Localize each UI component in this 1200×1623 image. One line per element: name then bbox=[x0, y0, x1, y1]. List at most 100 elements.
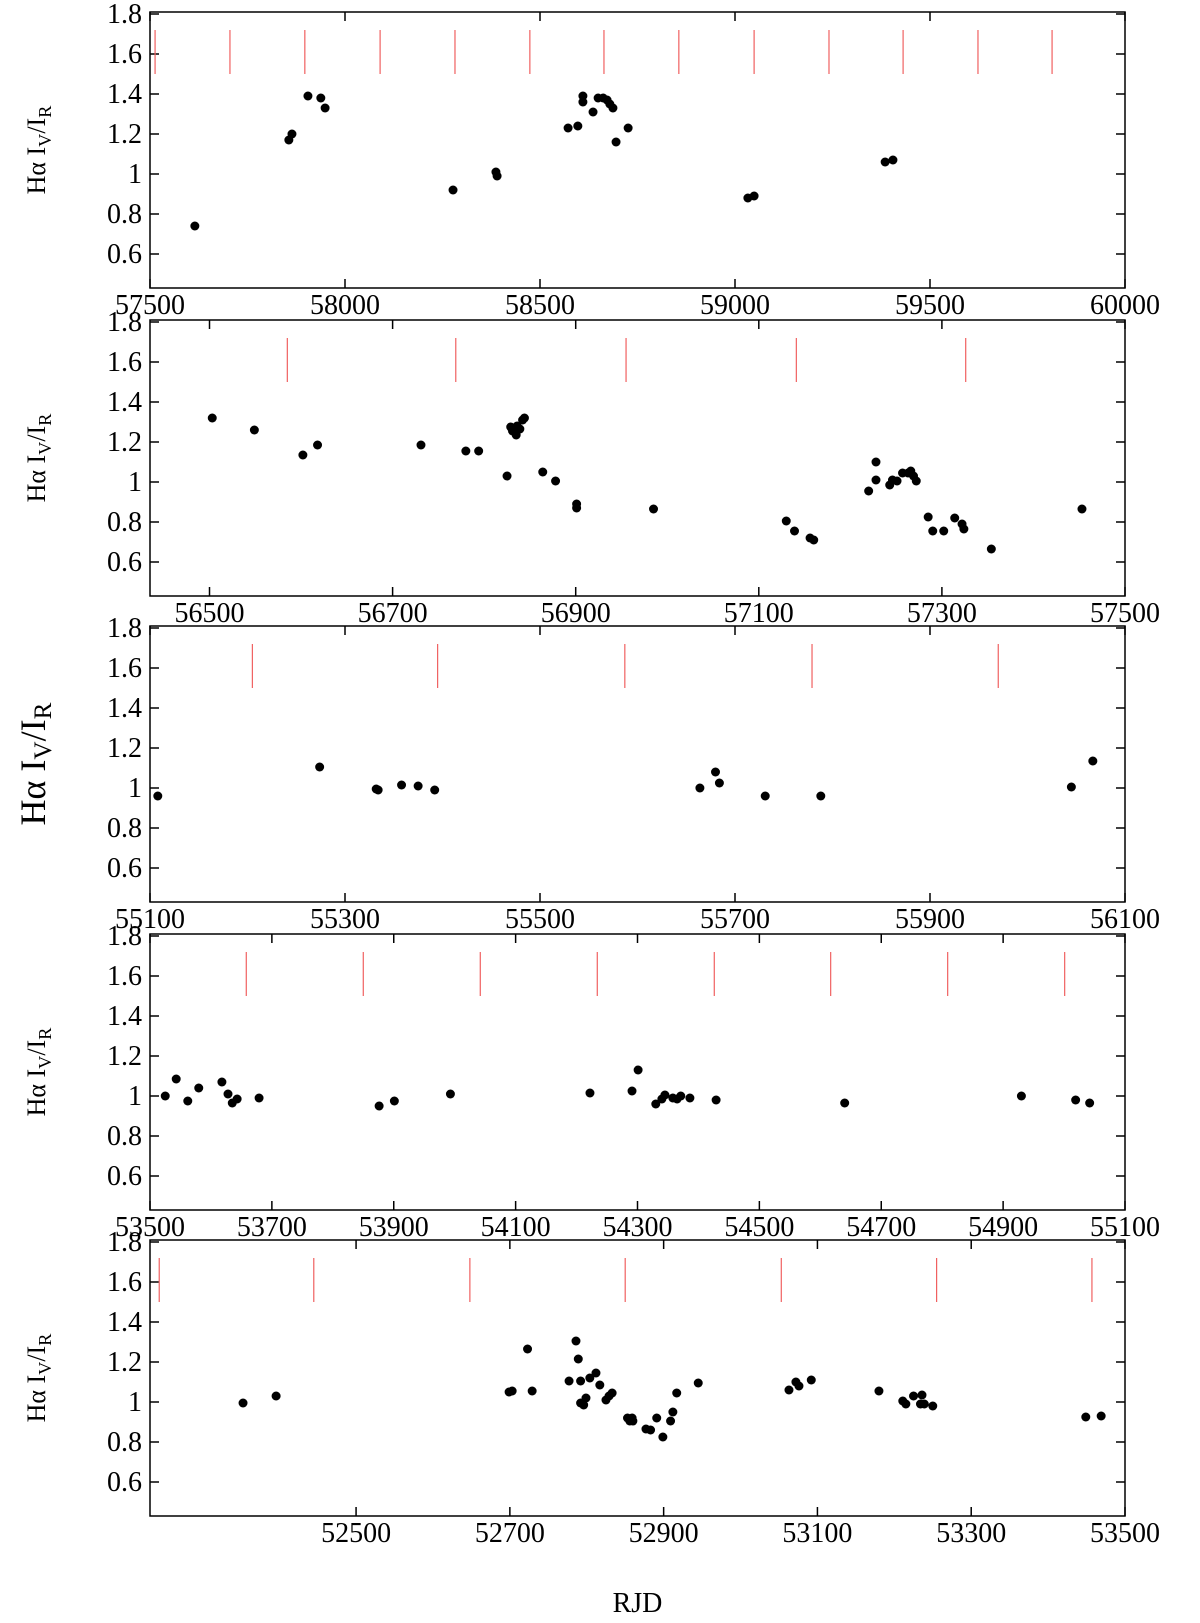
data-point bbox=[888, 155, 898, 165]
plot-frame bbox=[149, 1239, 1126, 1517]
y-axis-label-part: Hα I bbox=[13, 760, 53, 826]
x-tick-label: 58500 bbox=[505, 290, 575, 321]
data-point bbox=[781, 516, 791, 526]
x-tick-label: 57300 bbox=[907, 598, 977, 629]
data-point bbox=[585, 1088, 595, 1098]
data-point bbox=[646, 1425, 656, 1435]
data-point bbox=[809, 535, 819, 545]
y-axis-label-part: /I bbox=[22, 1040, 51, 1056]
data-point bbox=[190, 221, 200, 231]
data-point bbox=[919, 1399, 929, 1409]
y-axis-label: Hα IV/IR bbox=[22, 105, 55, 195]
data-point bbox=[502, 471, 512, 481]
data-point bbox=[430, 785, 440, 795]
data-point bbox=[864, 486, 874, 496]
data-point bbox=[223, 1089, 233, 1099]
data-point bbox=[794, 1381, 804, 1391]
data-point bbox=[871, 475, 881, 485]
data-point bbox=[160, 1091, 170, 1101]
x-tick-label: 55100 bbox=[115, 904, 185, 935]
data-point bbox=[1071, 1095, 1081, 1105]
y-axis-label-part: Hα I bbox=[22, 1069, 51, 1117]
y-axis-label-part: V bbox=[35, 134, 55, 147]
y-axis-label-part: R bbox=[35, 1333, 55, 1346]
y-tick-label: 1.8 bbox=[107, 0, 142, 30]
x-tick-label: 56900 bbox=[541, 598, 611, 629]
data-point bbox=[607, 1388, 617, 1398]
data-point bbox=[254, 1093, 264, 1103]
x-tick-label: 56500 bbox=[175, 598, 245, 629]
data-point bbox=[816, 791, 826, 801]
data-point bbox=[923, 512, 933, 522]
x-tick-label: 57100 bbox=[724, 598, 794, 629]
data-point bbox=[171, 1074, 181, 1084]
data-point bbox=[573, 1354, 583, 1364]
data-point bbox=[685, 1093, 695, 1103]
x-tick-label: 55300 bbox=[310, 904, 380, 935]
data-point bbox=[711, 767, 720, 777]
y-tick-label: 1.8 bbox=[107, 613, 142, 644]
data-point bbox=[790, 526, 800, 536]
data-point bbox=[874, 1386, 884, 1396]
data-point bbox=[416, 440, 426, 450]
y-tick-label: 1.4 bbox=[107, 79, 142, 110]
plot-frame bbox=[149, 319, 1126, 597]
data-point bbox=[676, 1091, 686, 1101]
data-point bbox=[474, 446, 484, 456]
data-point bbox=[660, 1090, 670, 1100]
x-tick-label: 54500 bbox=[724, 1212, 794, 1243]
x-tick-label: 52900 bbox=[629, 1518, 699, 1549]
x-tick-label: 56100 bbox=[1090, 904, 1160, 935]
data-point bbox=[571, 1336, 581, 1346]
data-point bbox=[194, 1083, 204, 1093]
data-point bbox=[633, 1065, 643, 1075]
data-point bbox=[303, 91, 313, 101]
y-tick-label: 1.2 bbox=[107, 1041, 142, 1072]
x-tick-label: 54300 bbox=[603, 1212, 673, 1243]
data-point bbox=[928, 526, 938, 536]
data-point bbox=[507, 1386, 517, 1396]
y-tick-label: 1.6 bbox=[107, 1267, 142, 1298]
data-point bbox=[576, 1376, 586, 1386]
data-point bbox=[627, 1086, 637, 1096]
plot-frame bbox=[149, 11, 1126, 289]
data-point bbox=[578, 97, 588, 107]
data-point bbox=[959, 524, 969, 534]
data-point bbox=[986, 544, 996, 554]
y-tick-label: 1 bbox=[128, 773, 142, 804]
y-tick-label: 1 bbox=[128, 1387, 142, 1418]
y-axis-label-part: /I bbox=[22, 1346, 51, 1362]
y-tick-label: 1.6 bbox=[107, 961, 142, 992]
data-point bbox=[313, 440, 323, 450]
y-tick-label: 1.6 bbox=[107, 653, 142, 684]
data-point bbox=[627, 1413, 637, 1423]
data-point bbox=[579, 1400, 589, 1410]
data-point bbox=[492, 171, 502, 181]
x-tick-label: 53100 bbox=[782, 1518, 852, 1549]
data-point bbox=[585, 1373, 595, 1383]
y-tick-label: 0.6 bbox=[107, 547, 142, 578]
y-axis-label-part: /I bbox=[22, 426, 51, 442]
data-point bbox=[1081, 1412, 1091, 1422]
data-point bbox=[564, 1376, 574, 1386]
data-point bbox=[581, 1393, 591, 1403]
data-point bbox=[1066, 782, 1076, 792]
y-tick-label: 0.6 bbox=[107, 1161, 142, 1192]
data-point bbox=[389, 1096, 399, 1106]
y-axis-label-part: R bbox=[30, 702, 57, 719]
x-tick-label: 57500 bbox=[115, 290, 185, 321]
y-tick-label: 1.2 bbox=[107, 1347, 142, 1378]
x-tick-label: 53900 bbox=[359, 1212, 429, 1243]
data-point bbox=[672, 1388, 682, 1398]
data-point bbox=[917, 1390, 927, 1400]
y-axis-label-part: Hα I bbox=[22, 1375, 51, 1423]
panel: 0.6 0.8 1 1.2 1.4 1.6 1.8 57500 58000 58500 59000 5… bbox=[22, 0, 1160, 321]
data-point bbox=[232, 1094, 242, 1104]
y-tick-label: 0.8 bbox=[107, 507, 142, 538]
data-point bbox=[238, 1398, 248, 1408]
x-tick-label: 53300 bbox=[936, 1518, 1006, 1549]
data-point bbox=[939, 526, 949, 536]
data-point bbox=[911, 476, 921, 486]
data-point bbox=[207, 413, 217, 423]
x-tick-label: 54900 bbox=[968, 1212, 1038, 1243]
